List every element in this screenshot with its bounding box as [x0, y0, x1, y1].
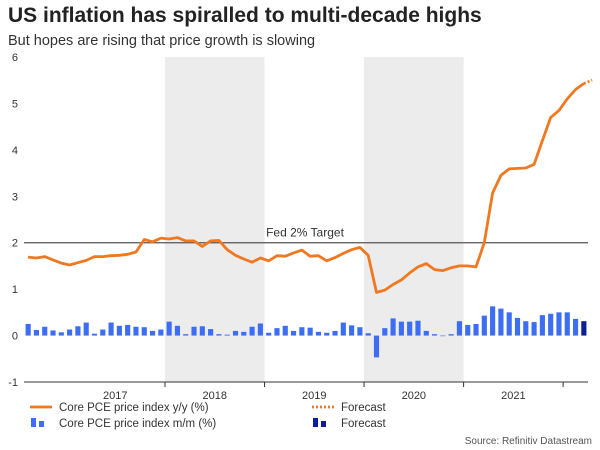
mm-bar — [166, 321, 172, 336]
mm-bar — [481, 315, 487, 336]
mm-bar — [373, 335, 380, 358]
mm-bar — [523, 321, 529, 336]
mm-bar — [149, 330, 156, 336]
mm-bar — [357, 327, 363, 336]
y-tick-label: 4 — [12, 145, 18, 157]
mm-bar — [415, 320, 421, 336]
x-tick-label: 2017 — [103, 390, 127, 402]
mm-bar — [315, 331, 322, 336]
x-tick-label: 2019 — [302, 390, 326, 402]
mm-bar — [390, 318, 396, 336]
mm-bar — [398, 321, 404, 336]
mm-bar — [158, 329, 164, 336]
legend-label: Forecast — [341, 402, 387, 414]
mm-bar — [50, 330, 56, 336]
mm-forecast-bar — [581, 321, 587, 336]
mm-bar — [108, 322, 114, 336]
mm-bar — [116, 325, 122, 336]
mm-bar — [83, 322, 89, 336]
mm-bar — [556, 312, 562, 336]
x-tick-label: 2020 — [402, 390, 426, 402]
mm-bar — [257, 323, 263, 336]
mm-bar — [490, 306, 496, 336]
chart-subtitle: But hopes are rising that price growth i… — [8, 33, 316, 49]
mm-bar — [332, 330, 338, 336]
mm-bar — [241, 331, 247, 336]
legend-label: Core PCE price index y/y (%) — [59, 402, 209, 414]
mm-bar — [365, 333, 371, 336]
mm-bar — [216, 334, 222, 336]
legend-label: Forecast — [341, 418, 387, 430]
y-tick-label: 0 — [12, 331, 18, 343]
mm-bar — [224, 334, 230, 336]
legend-label: Core PCE price index m/m (%) — [59, 418, 216, 430]
mm-bar — [539, 315, 545, 336]
mm-bar — [42, 326, 48, 336]
y-tick-label: 2 — [12, 238, 18, 250]
fed-target-label: Fed 2% Target — [266, 226, 344, 240]
x-tick-label: 2018 — [203, 390, 227, 402]
mm-bar — [514, 317, 521, 336]
mm-bar — [249, 326, 255, 336]
mm-bar — [100, 329, 106, 336]
legend-swatch-bar — [39, 421, 44, 427]
mm-bar — [548, 313, 554, 336]
mm-bar — [407, 321, 413, 336]
legend-swatch-bar — [321, 421, 326, 427]
mm-bar — [349, 325, 355, 336]
mm-bar — [440, 335, 446, 337]
mm-bar — [340, 322, 346, 336]
y-tick-label: -1 — [8, 377, 18, 389]
mm-bar — [290, 330, 297, 336]
mm-bar — [266, 332, 272, 336]
legend-swatch-bar — [31, 418, 36, 427]
mm-bar — [33, 330, 40, 336]
yoy-line — [27, 82, 585, 294]
mm-bar — [191, 326, 197, 336]
mm-bar — [498, 308, 504, 336]
mm-bar — [431, 334, 438, 336]
mm-bar — [473, 323, 479, 336]
mm-bar — [183, 334, 189, 336]
mm-bar — [274, 328, 280, 336]
mm-bar — [531, 322, 537, 336]
mm-bar — [141, 327, 147, 336]
mm-bar — [25, 323, 31, 336]
mm-bar — [58, 332, 64, 336]
mm-bar — [208, 329, 214, 336]
source-note: Source: Refinitiv Datastream — [465, 436, 592, 447]
mm-bar — [423, 330, 429, 336]
mm-bar — [282, 325, 288, 336]
y-tick-label: 6 — [12, 52, 18, 64]
mm-bar — [506, 312, 512, 336]
mm-bar — [564, 312, 570, 336]
mm-bar — [572, 318, 579, 336]
mm-bar — [91, 333, 98, 336]
y-tick-label: 5 — [12, 98, 18, 110]
shade-2018 — [165, 57, 265, 382]
mm-bar — [199, 326, 205, 336]
mm-bar — [382, 328, 388, 336]
mm-bar — [299, 327, 305, 336]
legend-swatch-bar — [313, 418, 318, 427]
mm-bar — [307, 327, 313, 336]
mm-bar — [133, 326, 139, 336]
mm-bar — [232, 330, 239, 336]
mm-bar — [465, 324, 471, 336]
x-tick-label: 2021 — [501, 390, 525, 402]
mm-bar — [174, 325, 181, 336]
y-tick-label: 1 — [12, 284, 18, 296]
shade-2020 — [364, 57, 464, 382]
chart-title: US inflation has spiralled to multi-deca… — [8, 4, 482, 27]
mm-bar — [67, 329, 73, 336]
mm-bar — [456, 321, 463, 336]
mm-bar — [75, 326, 81, 336]
mm-bar — [324, 332, 330, 336]
mm-bar — [125, 324, 131, 336]
mm-bar — [448, 334, 454, 336]
yoy-forecast-line — [583, 78, 593, 85]
y-tick-label: 3 — [12, 191, 18, 203]
